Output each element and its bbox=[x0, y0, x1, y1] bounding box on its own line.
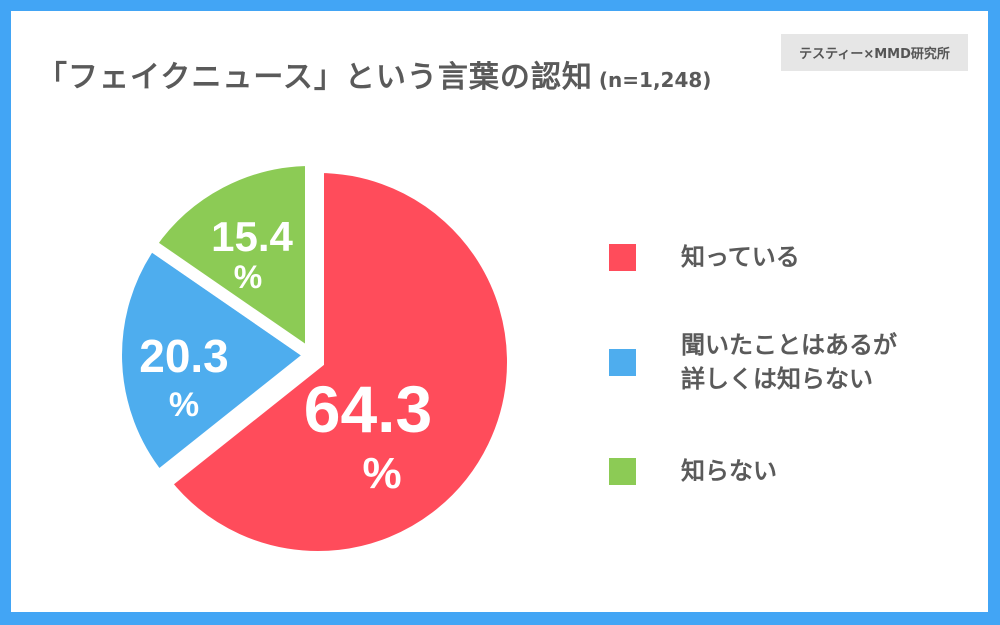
legend-label: 知っている bbox=[681, 243, 800, 271]
legend-label-line: 聞いたことはあるが bbox=[681, 331, 897, 359]
legend-swatch-red bbox=[609, 243, 636, 271]
slice-value-known: 64.3 bbox=[304, 372, 432, 446]
slice-value-heard: 20.3 bbox=[139, 330, 229, 382]
legend-label-line: 詳しくは知らない bbox=[681, 365, 873, 393]
legend-item-known: 知っている bbox=[609, 240, 800, 274]
chart-title-text: 「フェイクニュース」という言葉の認知 bbox=[37, 60, 593, 95]
legend-label: 聞いたことはあるが 詳しくは知らない bbox=[681, 328, 897, 396]
slice-value-unknown: 15.4 bbox=[211, 213, 293, 260]
legend-item-unknown: 知らない bbox=[609, 454, 777, 488]
slice-unit-known: % bbox=[362, 449, 401, 498]
source-badge: テスティー×MMD研究所 bbox=[781, 34, 968, 71]
legend-item-heard: 聞いたことはあるが 詳しくは知らない bbox=[609, 328, 897, 396]
pie-slice-heard bbox=[110, 235, 322, 485]
legend-label: 知らない bbox=[681, 457, 777, 485]
pie-slice-known bbox=[156, 160, 519, 563]
legend-swatch-green bbox=[609, 457, 636, 485]
chart-title: 「フェイクニュース」という言葉の認知 (n=1,248) bbox=[37, 52, 711, 96]
legend-swatch-blue bbox=[609, 348, 636, 376]
slice-unit-unknown: % bbox=[234, 259, 262, 295]
slice-unit-heard: % bbox=[169, 386, 199, 424]
sample-size: (n=1,248) bbox=[598, 68, 712, 92]
pie-slice-unknown bbox=[142, 153, 317, 367]
